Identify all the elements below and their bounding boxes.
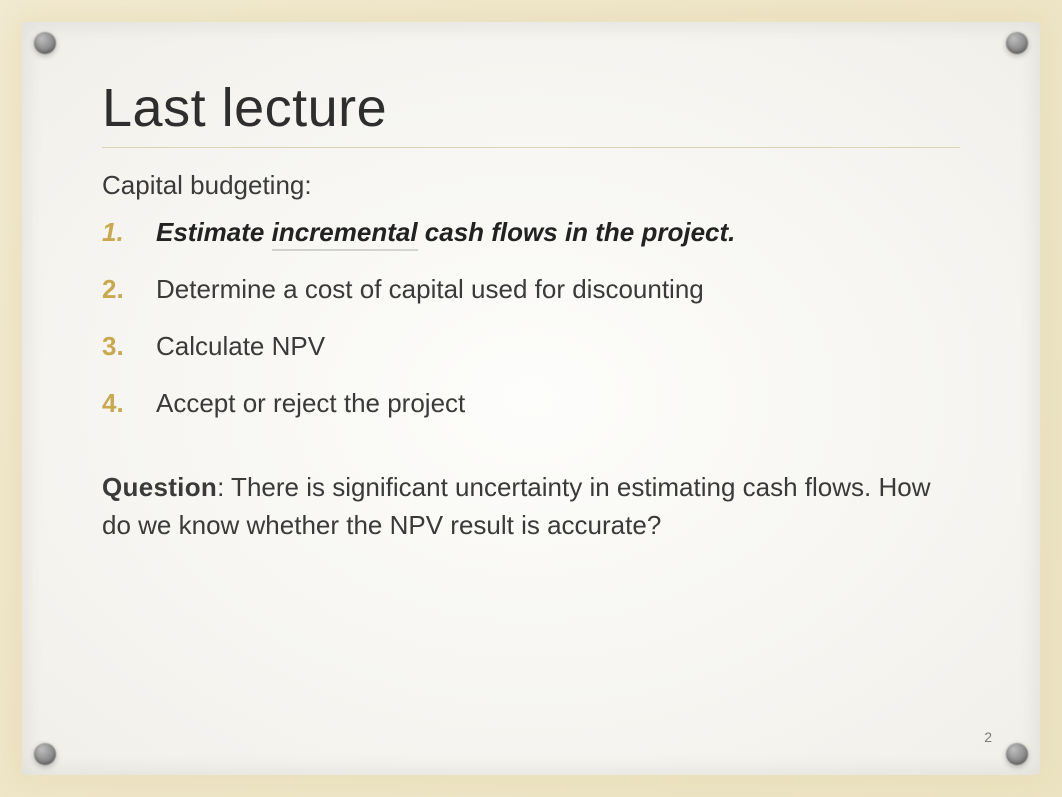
step-number: 2. (102, 272, 142, 307)
slide-canvas: Last lecture Capital budgeting: 1. Estim… (22, 22, 1040, 775)
step-text: Accept or reject the project (156, 388, 465, 418)
corner-rivet-icon (34, 743, 56, 765)
step-text-underline: incremental (272, 217, 418, 251)
title-divider (102, 147, 960, 148)
step-text-pre: Estimate (156, 217, 272, 247)
step-text: Determine a cost of capital used for dis… (156, 274, 704, 304)
corner-rivet-icon (1006, 743, 1028, 765)
step-number: 3. (102, 329, 142, 364)
step-item-1: 1. Estimate incremental cash flows in th… (102, 215, 960, 250)
step-number: 4. (102, 386, 142, 421)
question-paragraph: Question: There is significant uncertain… (102, 469, 960, 544)
question-label: Question (102, 472, 217, 502)
step-item-3: 3. Calculate NPV (102, 329, 960, 364)
step-text-post: cash flows in the project. (418, 217, 736, 247)
slide-title: Last lecture (102, 77, 960, 139)
page-number: 2 (984, 729, 992, 745)
corner-rivet-icon (34, 32, 56, 54)
step-number: 1. (102, 215, 142, 250)
intro-text: Capital budgeting: (102, 170, 960, 201)
step-list: 1. Estimate incremental cash flows in th… (102, 215, 960, 421)
step-item-2: 2. Determine a cost of capital used for … (102, 272, 960, 307)
step-item-4: 4. Accept or reject the project (102, 386, 960, 421)
slide-frame: Last lecture Capital budgeting: 1. Estim… (0, 0, 1062, 797)
corner-rivet-icon (1006, 32, 1028, 54)
step-text: Calculate NPV (156, 331, 325, 361)
question-body: : There is significant uncertainty in es… (102, 472, 930, 540)
